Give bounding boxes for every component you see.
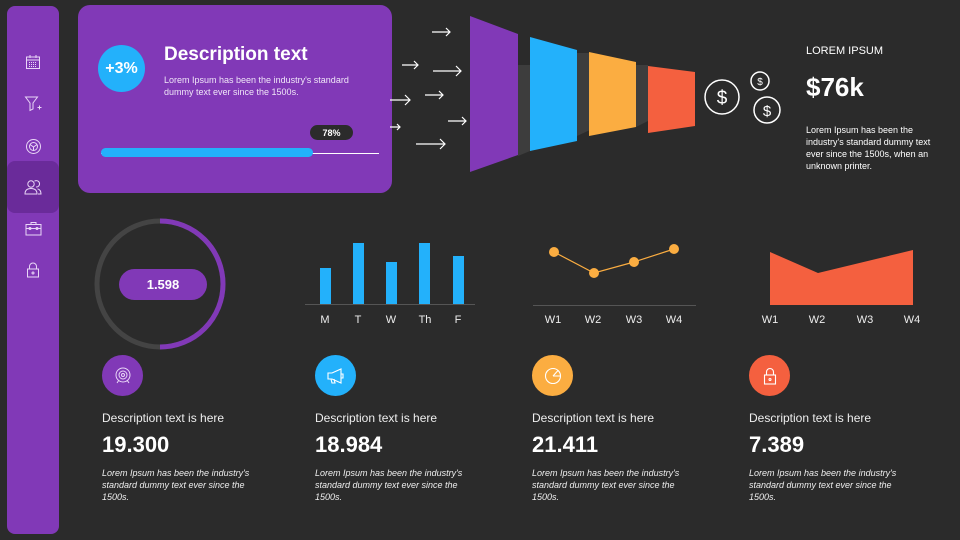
- lock-icon: [27, 262, 39, 278]
- funnel-diagram: $ $ $: [390, 16, 781, 172]
- growth-badge: +3%: [98, 45, 145, 92]
- sidebar-item-lock[interactable]: [7, 244, 59, 296]
- sidebar-item-users[interactable]: [7, 161, 59, 213]
- svg-text:$: $: [763, 103, 772, 120]
- stat-text: Lorem Ipsum has been the industry's stan…: [102, 468, 250, 502]
- users-icon: [24, 180, 42, 195]
- line-tick: W4: [665, 314, 683, 326]
- sidebar-item-calendar[interactable]: [7, 36, 59, 88]
- area-chart: [770, 250, 913, 305]
- stat-block: Description text is here 7.389 Lorem Ips…: [749, 355, 899, 503]
- progress-card: [78, 5, 392, 193]
- stat-desc: Description text is here: [102, 411, 225, 425]
- lock-icon: [763, 367, 776, 385]
- target-icon: [115, 367, 130, 383]
- stat-block: Description text is here 21.411 Lorem Ip…: [532, 355, 682, 503]
- funnel-add-icon: [24, 96, 42, 112]
- line-tick: W3: [625, 314, 643, 326]
- line-tick: W1: [544, 314, 562, 326]
- summary-label: LOREM IPSUM: [806, 45, 884, 57]
- stat-block: Description text is here 19.300 Lorem Ip…: [102, 355, 252, 503]
- stat-desc: Description text is here: [532, 411, 655, 425]
- stat-block: Description text is here 18.984 Lorem Ip…: [315, 355, 465, 503]
- area-tick: W2: [808, 314, 826, 326]
- stat-value: 18.984: [315, 432, 383, 457]
- dollar-coin-icons: [704, 71, 781, 124]
- pie-chart-icon: [544, 367, 561, 384]
- stat-value: 19.300: [102, 432, 170, 457]
- stat-value: 21.411: [532, 432, 599, 457]
- bar-tick: M: [320, 314, 330, 326]
- ring-chart: [94, 218, 226, 350]
- briefcase-icon: [25, 221, 41, 235]
- sidebar-item-briefcase[interactable]: [7, 202, 59, 254]
- card-text: Lorem Ipsum has been the industry's stan…: [164, 75, 349, 97]
- summary-text: Lorem Ipsum has been the industry's stan…: [806, 125, 931, 171]
- bar-tick: T: [354, 314, 362, 326]
- line-tick: W2: [584, 314, 602, 326]
- card-title: Description text: [164, 44, 308, 65]
- stat-desc: Description text is here: [315, 411, 438, 425]
- stat-text: Lorem Ipsum has been the industry's stan…: [749, 468, 897, 502]
- stat-icon-bg: [749, 355, 790, 396]
- sidebar-item-settings[interactable]: [7, 120, 59, 172]
- progress-label: 78%: [310, 125, 353, 140]
- bar-chart: [305, 243, 475, 305]
- stat-icon-bg: [532, 355, 573, 396]
- summary-value: $76k: [806, 72, 864, 102]
- bar-tick: F: [454, 314, 462, 326]
- bar-tick: W: [385, 314, 397, 326]
- arrow-icons: [390, 27, 467, 150]
- stat-text: Lorem Ipsum has been the industry's stan…: [315, 468, 463, 502]
- sidebar-item-funnel[interactable]: [7, 78, 59, 130]
- megaphone-icon: [326, 367, 344, 384]
- bar-tick: Th: [418, 314, 432, 326]
- calendar-icon: [26, 55, 40, 69]
- area-tick: W3: [856, 314, 874, 326]
- area-tick: W1: [761, 314, 779, 326]
- progress-fill: [101, 148, 313, 157]
- stat-icon-bg: [315, 355, 356, 396]
- sidebar: [7, 6, 59, 534]
- svg-text:$: $: [717, 88, 728, 109]
- ring-value: 1.598: [119, 269, 207, 300]
- area-tick: W4: [903, 314, 921, 326]
- svg-text:$: $: [757, 77, 763, 88]
- settings-icon: [25, 138, 41, 154]
- stat-icon-bg: [102, 355, 143, 396]
- stat-value: 7.389: [749, 432, 805, 457]
- line-chart: [533, 244, 696, 306]
- stat-desc: Description text is here: [749, 411, 872, 425]
- stat-text: Lorem Ipsum has been the industry's stan…: [532, 468, 680, 502]
